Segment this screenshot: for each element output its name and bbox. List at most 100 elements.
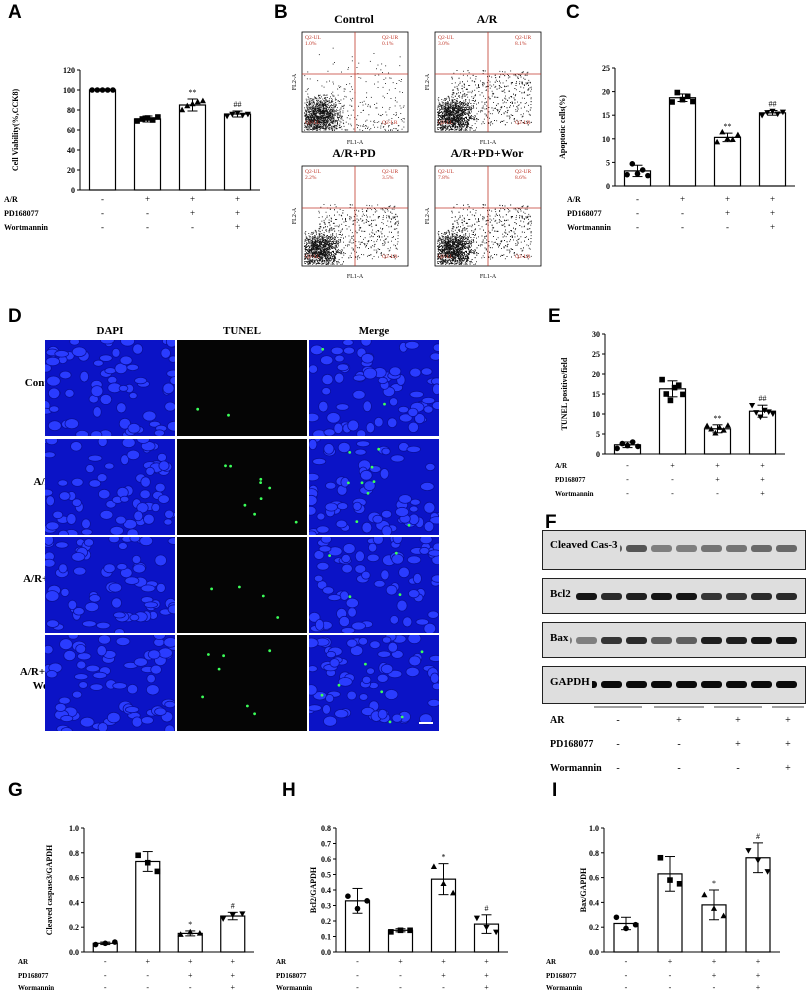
panel-label-g: G [8,780,23,801]
condition-sign: - [636,194,639,204]
chart-h-bcl2: 0.0 0.1 0.2 0.3 0.4 0.5 0.6 0.7 0.8 Bcl2/GAPDH * # A… [276,824,508,991]
data-point [220,916,227,922]
condition-sign: + [235,222,240,232]
data-point [634,170,641,177]
condition-label: PD168077 [555,476,586,484]
condition-sign: + [760,461,765,470]
significance-mark: ## [234,100,242,109]
panel-label-b: B [274,2,288,23]
quadrant-label: Q2-UL [438,169,455,175]
condition-sign: - [399,983,402,991]
data-point [155,114,161,120]
y-tick-label: 0.2 [321,917,331,926]
merge-image [309,635,439,731]
flow-plot-title: A/R+PD [332,146,376,160]
condition-sign: + [230,957,235,966]
flow-plot: FL2-A FL1-A Q2-UL1.0% Q2-UR0.1% Q2-LL Q2-LR [292,31,409,146]
quadrant-label: 7.8% [438,175,450,181]
quadrant-label: 8.6% [515,175,527,181]
bar [713,136,742,187]
data-point [753,410,760,416]
data-point [632,921,639,928]
quadrant-label: Q2-UL [305,35,322,41]
condition-sign: - [104,971,107,980]
blot-condition-sign: + [735,715,741,726]
data-point [345,893,351,899]
condition-sign: - [101,222,104,232]
data-point [720,427,727,433]
significance-mark: ## [769,99,777,108]
condition-sign: - [671,489,674,498]
significance-mark: * [712,879,716,888]
condition-sign: + [190,208,195,218]
data-point [745,848,752,854]
y-axis-label: Bcl2/GAPDH [309,866,318,913]
condition-label: A/R [555,462,568,470]
y-tick-label: 0.1 [321,933,331,942]
merge-image [309,439,439,535]
quadrant-label: 3.0% [438,41,450,47]
flow-y-axis-label: FL2-A [425,207,431,224]
condition-sign: + [230,983,235,991]
condition-sign: + [235,194,240,204]
data-point [645,172,651,179]
tunel-image [177,635,307,731]
data-point [239,112,246,119]
y-tick-label: 5 [596,430,600,439]
dapi-image [45,439,175,535]
condition-sign: - [681,222,684,232]
quadrant-label: 3.5% [382,175,394,181]
panel-label-d: D [8,306,22,327]
condition-sign: + [715,475,720,484]
condition-label: PD168077 [567,209,602,218]
data-point [769,108,776,115]
condition-label: PD168077 [18,972,49,980]
data-point [680,391,686,398]
condition-sign: + [670,461,675,470]
quadrant-label: Q2-UR [382,169,399,175]
data-point [179,106,186,113]
condition-sign: + [756,983,761,991]
quadrant-label: Q2-UR [515,35,532,41]
chart-a-cell-viability: 0 20 40 60 80 100 120 Cell Viability(%,CCK8) ** #… [4,66,260,232]
bar [668,97,697,187]
data-point [177,931,184,937]
data-point [154,868,161,875]
bar [758,112,787,187]
data-point [629,439,636,445]
data-point [734,131,741,138]
condition-sign: - [726,222,729,232]
chart-i-bax: 0.0 0.2 0.4 0.6 0.8 1.0 Bax/GAPDH * # AR - + + + PD168… [546,824,780,991]
data-point [99,87,106,93]
data-point [710,905,718,911]
data-point [397,927,404,934]
condition-sign: + [145,194,150,204]
data-point [364,898,370,904]
panel-label-e: E [548,306,561,327]
data-point [724,135,731,142]
y-tick-label: 0.4 [69,898,79,907]
condition-sign: - [626,475,629,484]
blot-condition-sign: - [677,763,680,774]
panel-label-f: F [545,512,557,533]
condition-sign: + [145,957,150,966]
data-point [94,87,101,93]
condition-sign: + [770,194,775,204]
data-point [635,443,641,450]
flow-events [304,204,399,265]
condition-sign: - [146,222,149,232]
condition-sign: - [146,983,149,991]
blot-row-wor: Wormannin [550,763,602,774]
quadrant-label: Q2-UR [515,169,532,175]
blot-condition-sign: - [736,763,739,774]
y-tick-label: 0.6 [589,874,599,883]
flow-y-axis-label: FL2-A [292,73,298,90]
significance-mark: ** [714,414,722,423]
y-tick-label: 20 [67,166,75,175]
quadrant-label: 1.0% [305,41,317,47]
data-point [234,110,241,117]
condition-sign: - [625,971,628,980]
blot-label-gapdh: GAPDH [548,675,592,689]
column-label-tunel: TUNEL [223,325,261,337]
condition-label: Wormannin [18,984,54,991]
